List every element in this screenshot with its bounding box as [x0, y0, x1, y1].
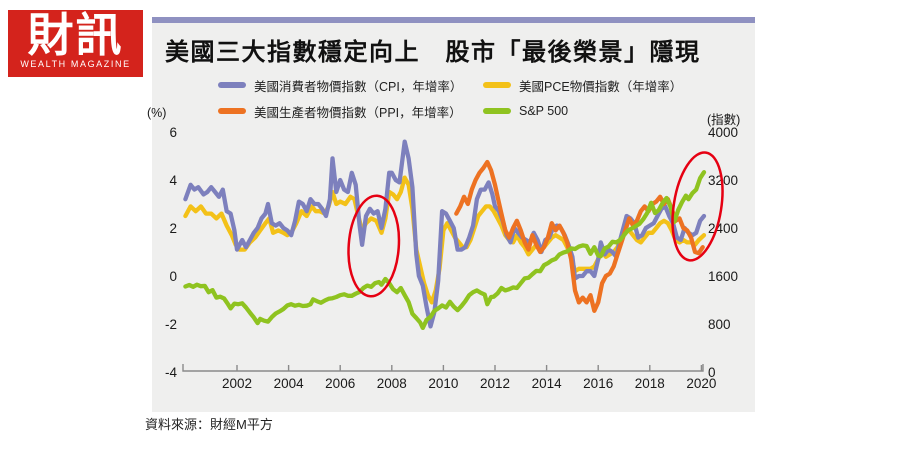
y-left-tick-label: 4 [169, 173, 177, 188]
y-right-tick-label: 2400 [708, 221, 738, 236]
y-right-tick-label: 4000 [708, 125, 738, 140]
highlight-ellipse [671, 151, 724, 262]
series-line-sp500 [183, 170, 707, 331]
x-tick-label: 2002 [222, 376, 252, 391]
x-tick-label: 2004 [274, 376, 305, 391]
y-left-tick-label: 2 [169, 221, 177, 236]
ppi-line-swatch [218, 108, 246, 114]
x-tick-label: 2018 [635, 376, 665, 391]
left-axis-unit-label: (%) [147, 106, 167, 120]
panel-accent-bar [152, 17, 755, 23]
y-left-tick-label: 6 [169, 125, 177, 140]
series-line-ppi [454, 159, 705, 313]
right-axis-unit-label: (指數) [707, 113, 741, 127]
logo-title: 財訊 [27, 8, 124, 62]
pce-line-swatch [483, 82, 511, 88]
legend-label-ppi: 美國生產者物價指數（PPI，年增率） [254, 105, 462, 120]
x-tick-label: 2010 [428, 376, 458, 391]
data-source-note: 資料來源：財經M平方 [145, 417, 273, 432]
cpi-line-swatch [218, 82, 246, 88]
sp500-line-swatch [483, 108, 511, 114]
logo-subtitle: WEALTH MAGAZINE [20, 59, 131, 69]
y-left-tick-label: -2 [165, 317, 177, 332]
x-tick-label: 2006 [325, 376, 355, 391]
legend-item-cpi: 美國消費者物價指數（CPI，年增率） [218, 78, 463, 94]
x-tick-label: 2016 [583, 376, 613, 391]
page-title: 美國三大指數穩定向上 股市「最後榮景」隱現 [165, 37, 701, 66]
legend-item-sp500: S&P 500 [483, 104, 568, 118]
legend-label-cpi: 美國消費者物價指數（CPI，年增率） [254, 79, 463, 94]
legend-item-ppi: 美國生產者物價指數（PPI，年增率） [218, 104, 462, 120]
legend-label-sp500: S&P 500 [519, 104, 569, 118]
y-right-tick-label: 800 [708, 317, 731, 332]
y-right-tick-label: 1600 [708, 269, 738, 284]
wealth-magazine-logo: 財訊 WEALTH MAGAZINE [8, 10, 143, 77]
x-axis [182, 364, 704, 372]
series-line-pce [183, 175, 707, 305]
y-left-tick-label: 0 [169, 269, 177, 284]
x-tick-label: 2014 [532, 376, 563, 391]
y-left-tick-label: -4 [165, 365, 177, 380]
highlight-ellipse [347, 194, 401, 298]
y-right-tick-label: 0 [708, 365, 716, 380]
legend-item-pce: 美國PCE物價指數（年增率） [483, 78, 683, 94]
x-tick-label: 2012 [480, 376, 510, 391]
x-tick-label: 2008 [377, 376, 407, 391]
x-tick-label: 2020 [686, 376, 716, 391]
legend-label-pce: 美國PCE物價指數（年增率） [519, 79, 683, 94]
